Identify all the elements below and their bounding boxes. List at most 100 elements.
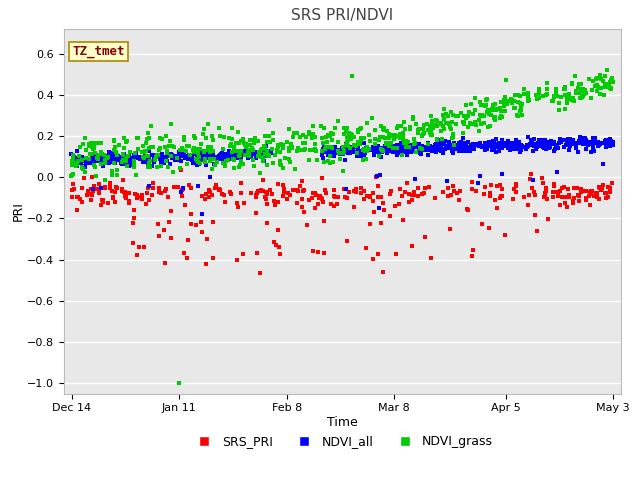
- Point: [466, 142, 476, 149]
- Point: [389, 143, 399, 150]
- Point: [349, 141, 359, 148]
- Point: [108, 193, 118, 201]
- Point: [129, 206, 139, 214]
- Point: [331, 146, 341, 154]
- Point: [465, 145, 476, 153]
- Point: [88, 182, 99, 190]
- Point: [147, 144, 157, 151]
- Point: [607, 179, 617, 187]
- Point: [175, 146, 186, 154]
- Point: [356, 153, 366, 160]
- Point: [362, 120, 372, 127]
- Point: [68, 159, 78, 167]
- Point: [385, 139, 395, 147]
- Point: [285, 158, 295, 166]
- Point: [479, 101, 490, 109]
- Point: [214, 132, 225, 140]
- Point: [582, 140, 593, 148]
- Point: [580, 87, 591, 95]
- Point: [73, 154, 83, 162]
- Point: [496, 107, 506, 115]
- Point: [127, 155, 137, 162]
- Point: [166, 153, 176, 160]
- Point: [202, 149, 212, 156]
- Point: [387, 132, 397, 139]
- Point: [141, 155, 152, 163]
- Point: [164, 143, 174, 150]
- Point: [497, 139, 507, 146]
- Point: [201, 153, 211, 160]
- Point: [273, 180, 283, 188]
- Point: [166, 120, 176, 128]
- Point: [378, 125, 388, 133]
- Point: [168, 168, 178, 176]
- Point: [251, 152, 261, 160]
- Point: [516, 106, 526, 114]
- Point: [177, 192, 187, 200]
- Point: [245, 141, 255, 149]
- Point: [407, 144, 417, 152]
- Point: [156, 157, 166, 165]
- Point: [562, 204, 572, 211]
- Point: [285, 192, 296, 199]
- Point: [96, 184, 106, 192]
- Point: [368, 189, 378, 196]
- Point: [442, 112, 452, 120]
- Point: [575, 139, 585, 146]
- Point: [76, 159, 86, 167]
- Point: [301, 133, 311, 141]
- Point: [531, 95, 541, 103]
- Point: [236, 155, 246, 162]
- Point: [470, 141, 480, 148]
- Point: [111, 153, 122, 161]
- Point: [457, 141, 467, 149]
- Point: [347, 72, 357, 80]
- Point: [539, 143, 549, 150]
- Point: [600, 80, 610, 87]
- Point: [236, 189, 246, 197]
- Point: [440, 137, 450, 145]
- Point: [359, 145, 369, 153]
- Point: [170, 152, 180, 159]
- Point: [572, 144, 582, 152]
- Point: [392, 132, 402, 140]
- Point: [195, 145, 205, 153]
- Point: [210, 153, 220, 161]
- Point: [388, 148, 398, 156]
- Point: [374, 204, 384, 212]
- Point: [554, 106, 564, 113]
- Point: [452, 113, 462, 120]
- Point: [92, 152, 102, 159]
- Point: [468, 142, 478, 150]
- Point: [476, 102, 486, 109]
- Point: [122, 192, 132, 200]
- Point: [116, 158, 127, 166]
- Point: [71, 162, 81, 170]
- Point: [173, 183, 183, 191]
- Point: [99, 151, 109, 159]
- Point: [190, 147, 200, 155]
- Point: [497, 136, 508, 144]
- Point: [280, 154, 290, 161]
- Point: [566, 96, 577, 104]
- Point: [570, 139, 580, 147]
- Point: [228, 150, 239, 157]
- Point: [580, 139, 591, 146]
- Point: [600, 81, 611, 88]
- Point: [278, 181, 288, 189]
- Point: [557, 193, 567, 201]
- Point: [205, 148, 215, 156]
- Point: [605, 78, 616, 85]
- Point: [239, 151, 250, 158]
- Point: [400, 142, 410, 149]
- Point: [200, 190, 211, 198]
- Point: [595, 90, 605, 97]
- Point: [450, 145, 460, 153]
- Point: [499, 231, 509, 239]
- Point: [216, 151, 227, 159]
- Point: [305, 146, 315, 154]
- Point: [577, 139, 588, 147]
- Point: [567, 79, 577, 87]
- Point: [542, 80, 552, 87]
- Point: [122, 160, 132, 168]
